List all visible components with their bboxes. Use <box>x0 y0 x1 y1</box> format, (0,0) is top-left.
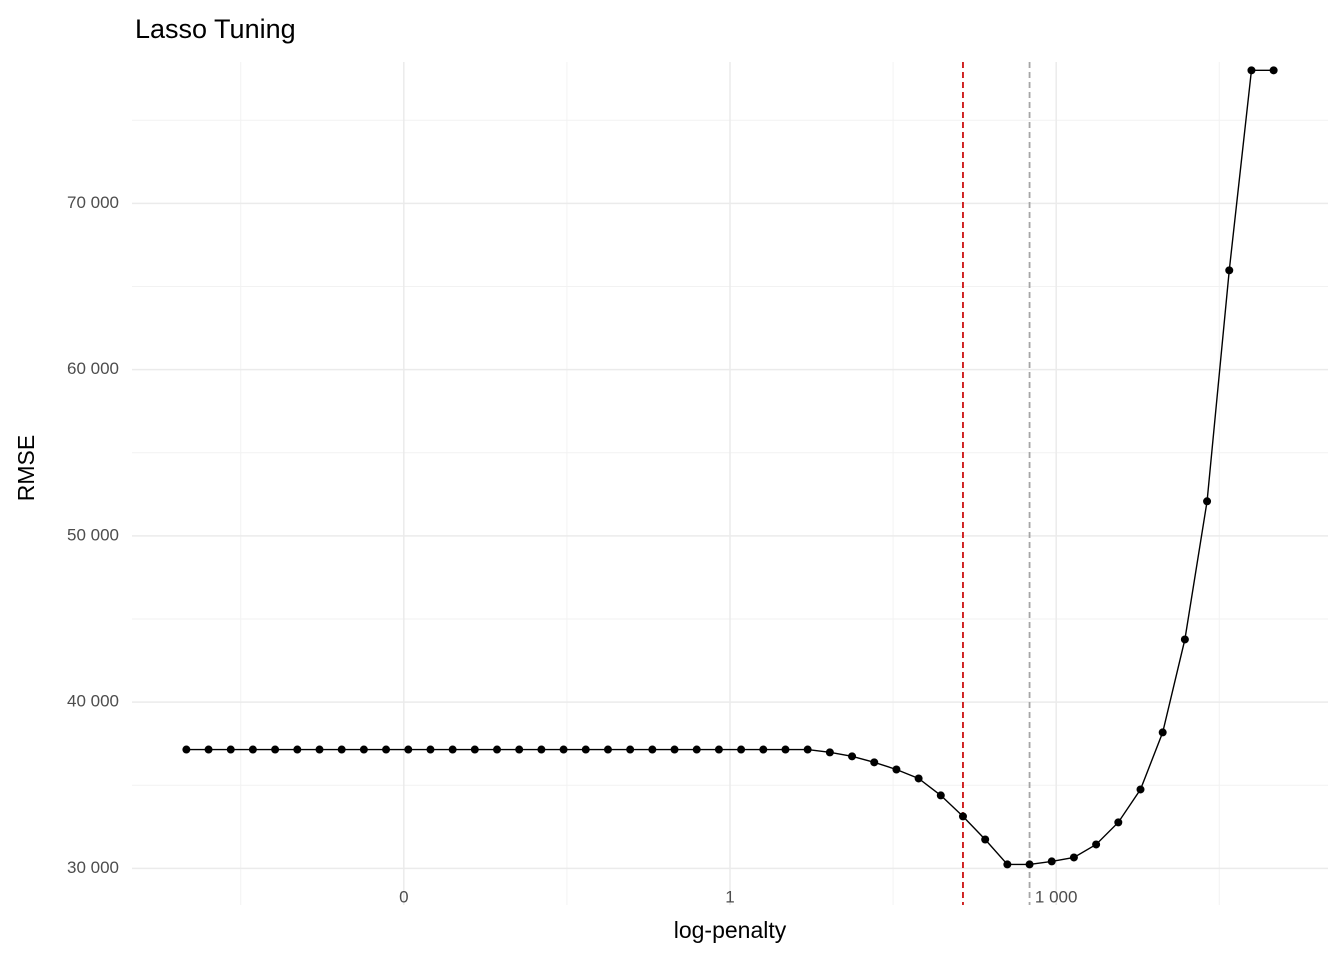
data-point <box>315 745 324 754</box>
data-point <box>470 745 479 754</box>
data-point <box>759 745 768 754</box>
data-point <box>781 745 790 754</box>
data-point <box>359 745 368 754</box>
data-point <box>382 745 391 754</box>
data-point <box>914 774 923 783</box>
data-point <box>1069 853 1078 862</box>
data-point <box>293 745 302 754</box>
data-point <box>670 745 679 754</box>
data-point <box>204 745 213 754</box>
y-tick-label: 50 000 <box>67 525 119 544</box>
data-point <box>848 752 857 761</box>
data-point <box>714 745 723 754</box>
data-point <box>1114 818 1123 827</box>
data-point <box>825 748 834 757</box>
data-point <box>1158 728 1167 737</box>
data-point <box>1225 266 1234 275</box>
data-point <box>226 745 235 754</box>
data-point <box>603 745 612 754</box>
data-point <box>493 745 502 754</box>
y-axis-title: RMSE <box>13 435 39 501</box>
data-point <box>892 765 901 774</box>
data-point <box>581 745 590 754</box>
data-point <box>1025 860 1034 869</box>
data-point <box>648 745 657 754</box>
data-point <box>448 745 457 754</box>
data-point <box>426 745 435 754</box>
data-point <box>1269 66 1278 75</box>
data-point <box>271 745 280 754</box>
data-point <box>936 791 945 800</box>
data-point <box>692 745 701 754</box>
x-tick-label: 1 000 <box>1035 887 1078 906</box>
chart-title: Lasso Tuning <box>135 14 296 44</box>
data-point <box>537 745 546 754</box>
data-point <box>182 745 191 754</box>
data-point <box>1003 860 1012 869</box>
data-point <box>870 758 879 767</box>
data-point <box>1203 497 1212 506</box>
data-point <box>626 745 635 754</box>
data-point <box>404 745 413 754</box>
y-tick-label: 60 000 <box>67 359 119 378</box>
data-point <box>958 812 967 821</box>
y-tick-label: 70 000 <box>67 193 119 212</box>
x-tick-label: 0 <box>399 887 408 906</box>
x-tick-label: 1 <box>725 887 734 906</box>
data-point <box>559 745 568 754</box>
data-point <box>737 745 746 754</box>
data-point <box>1180 635 1189 644</box>
data-point <box>1247 66 1256 75</box>
x-axis-title: log-penalty <box>674 917 787 943</box>
data-point <box>1092 840 1101 849</box>
data-point <box>803 745 812 754</box>
data-point <box>248 745 257 754</box>
data-point <box>1047 857 1056 866</box>
data-point <box>1136 785 1145 794</box>
y-tick-label: 40 000 <box>67 692 119 711</box>
data-point <box>515 745 524 754</box>
data-point <box>337 745 346 754</box>
y-tick-label: 30 000 <box>67 858 119 877</box>
data-point <box>981 835 990 844</box>
